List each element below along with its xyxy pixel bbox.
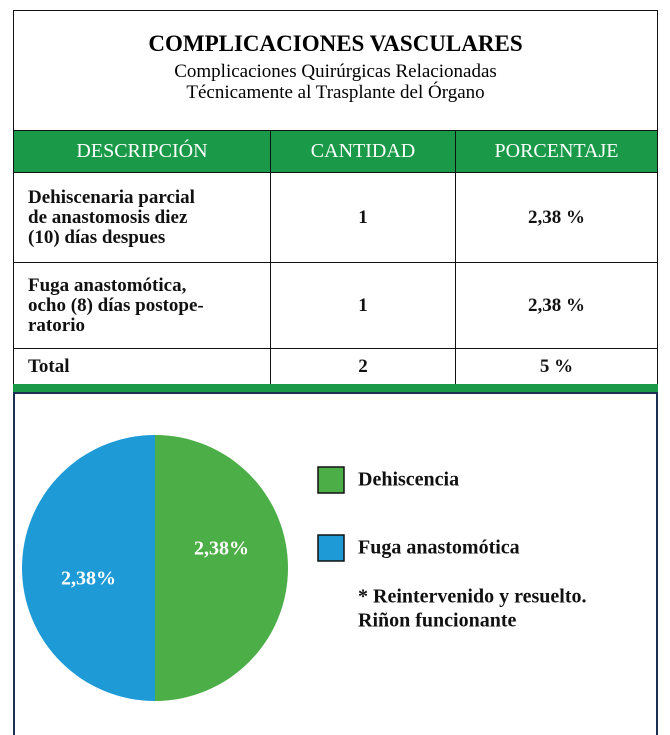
column-header: DESCRIPCIÓN [13,130,271,173]
chart-box [13,392,658,735]
cantidad-cell: 1 [270,172,456,263]
porcentaje-cell: 2,38 % [455,172,658,263]
porcentaje-cell: 2,38 % [455,262,658,349]
column-header: PORCENTAJE [455,130,658,173]
title: COMPLICACIONES VASCULARES [148,31,523,56]
subtitle-line: Complicaciones Quirúrgicas Relacionadas [174,61,497,82]
subtitle-line: Técnicamente al Trasplante del Órgano [186,82,485,103]
total-cantidad: 2 [270,348,456,385]
legend-swatch [317,534,345,562]
column-header: CANTIDAD [270,130,456,173]
text-line: de anastomosis diez [28,206,188,228]
text-line: (10) días despues [28,226,166,248]
description-cell: Fuga anastomótica, ocho (8) días postope… [13,262,271,349]
text-line: Dehiscenaria parcial [28,186,195,208]
total-porcentaje: 5 % [455,348,658,385]
pie-slice [155,435,288,701]
title-box: COMPLICACIONES VASCULARES Complicaciones… [13,10,658,131]
slice-label: 2,38% [61,568,116,590]
legend-label: Fuga anastomótica [358,537,520,559]
text-line: ocho (8) días postope- [28,294,204,316]
legend-label: Dehiscencia [358,469,459,491]
legend-swatch [317,466,345,494]
description-cell: Dehiscenaria parcial de anastomosis diez… [13,172,271,263]
separator [13,384,658,392]
cantidad-cell: 1 [270,262,456,349]
pie-slice [22,435,155,701]
total-label: Total [13,348,271,385]
note-line: * Reintervenido y resuelto. [358,586,587,608]
text-line: Fuga anastomótica, [28,274,187,296]
slice-label: 2,38% [194,538,249,560]
note-line: Riñon funcionante [358,610,516,632]
chart: 2,38% 2,38% Dehiscencia Fuga anastomótica * … [22,435,587,701]
text-line: ratorio [28,314,85,336]
